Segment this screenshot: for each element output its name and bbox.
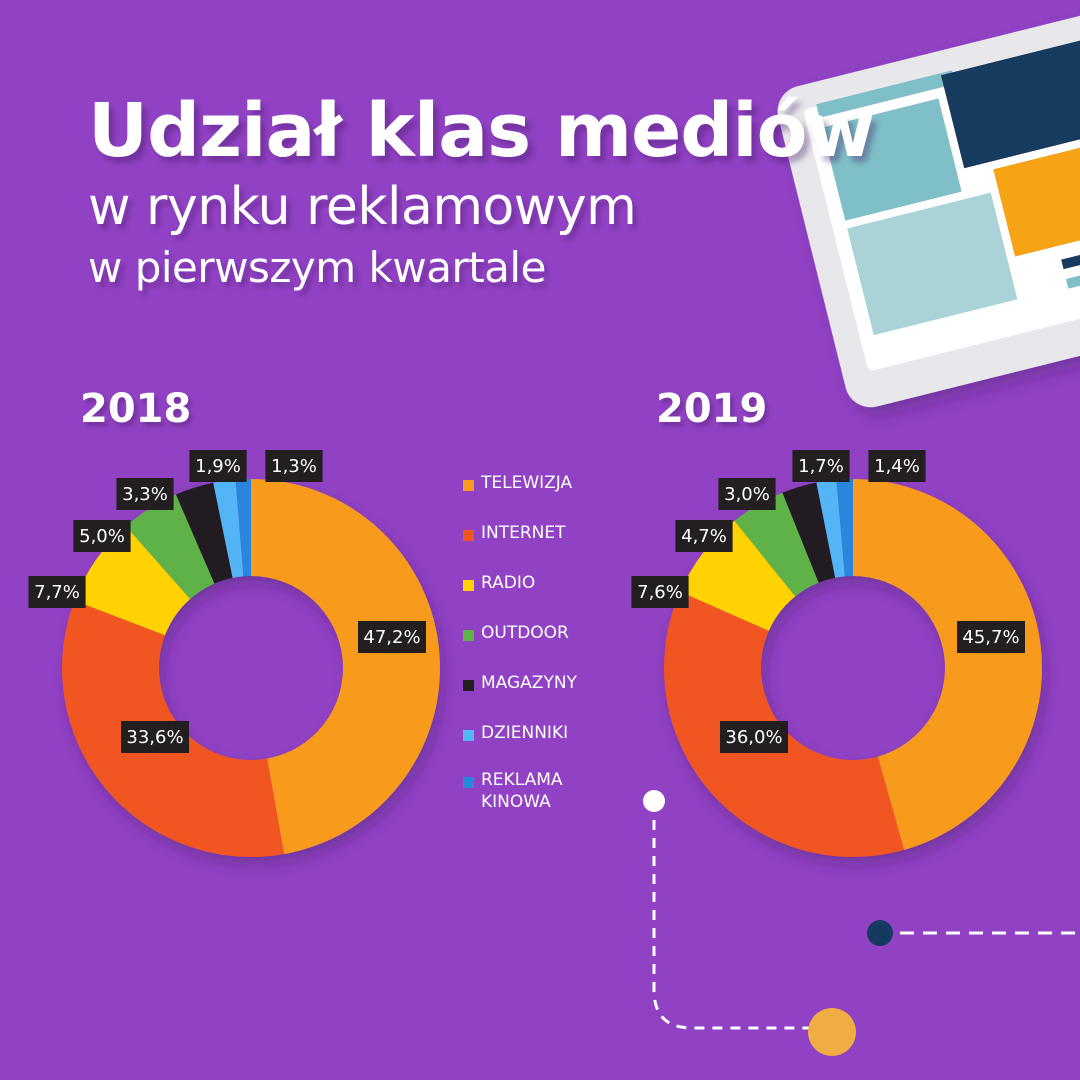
legend-item-dzienniki: DZIENNIKI	[463, 722, 611, 744]
data-label-text: 33,6%	[126, 727, 183, 748]
legend-label: INTERNET	[481, 523, 566, 543]
donut-slice-telewizja	[853, 479, 1042, 850]
chart-subtitle-line2: w pierwszym kwartale	[88, 243, 546, 292]
data-label-box	[957, 621, 1025, 653]
donut-slice-reklama-kinowa	[836, 479, 853, 577]
legend-item-telewizja: TELEWIZJA	[463, 472, 611, 494]
legend-item-magazyny: MAGAZYNY	[463, 672, 611, 694]
data-label-text: 36,0%	[725, 727, 782, 748]
donut-slice-internet	[664, 591, 904, 857]
data-label-box	[792, 450, 850, 482]
legend-swatch	[463, 730, 474, 741]
title-block: Udział klas mediów w rynku reklamowym w …	[88, 88, 875, 296]
data-label: 47,2%	[358, 621, 426, 653]
donut-slice-reklama-kinowa	[235, 479, 251, 577]
data-label-box	[358, 621, 426, 653]
chart-subtitle-line1: w rynku reklamowym	[88, 177, 637, 237]
data-label: 7,6%	[631, 576, 689, 608]
data-label-text: 47,2%	[363, 627, 420, 648]
data-label: 36,0%	[720, 721, 788, 753]
data-label-text: 4,7%	[681, 526, 727, 547]
data-label-box	[189, 450, 247, 482]
data-label-text: 1,3%	[271, 456, 317, 477]
donut-slice-magazyny	[782, 482, 836, 583]
data-label: 3,3%	[116, 478, 174, 510]
data-label-text: 5,0%	[79, 526, 125, 547]
data-label-text: 3,0%	[724, 484, 770, 505]
legend-item-radio: RADIO	[463, 572, 611, 594]
legend-label: OUTDOOR	[481, 623, 569, 643]
donut-slice-dzienniki	[816, 479, 845, 578]
data-label-text: 7,6%	[637, 582, 683, 603]
donut-chart-2019	[664, 479, 1042, 857]
legend-item-internet: INTERNET	[463, 522, 611, 544]
data-label-box	[116, 478, 174, 510]
data-label: 3,0%	[718, 478, 776, 510]
data-label-box	[718, 478, 776, 510]
legend-swatch	[463, 680, 474, 691]
legend-label: TELEWIZJA	[481, 473, 573, 493]
data-label-box	[631, 576, 689, 608]
data-label: 5,0%	[73, 520, 131, 552]
data-label-box	[265, 450, 323, 482]
legend-swatch	[463, 480, 474, 491]
data-label-text: 3,3%	[122, 484, 168, 505]
data-label-box	[28, 576, 86, 608]
legend-swatch	[463, 777, 474, 788]
data-label-box	[720, 721, 788, 753]
data-label-text: 1,7%	[798, 456, 844, 477]
legend-swatch	[463, 630, 474, 641]
chart-title: Udział klas mediów	[88, 88, 875, 174]
year-2018-label: 2018	[80, 386, 192, 432]
data-label-box	[121, 721, 189, 753]
data-label-text: 7,7%	[34, 582, 80, 603]
donut-slice-dzienniki	[213, 479, 244, 578]
data-label-text: 1,4%	[874, 456, 920, 477]
legend-item-reklama-kinowa: REKLAMA KINOWA	[463, 769, 611, 813]
data-label: 1,4%	[868, 450, 926, 482]
legend-item-outdoor: OUTDOOR	[463, 622, 611, 644]
legend-swatch	[463, 530, 474, 541]
data-label: 33,6%	[121, 721, 189, 753]
data-label-box	[868, 450, 926, 482]
data-label: 1,9%	[189, 450, 247, 482]
legend-label: REKLAMA KINOWA	[481, 770, 563, 812]
data-label: 7,7%	[28, 576, 86, 608]
legend-label: RADIO	[481, 573, 536, 593]
legend-swatch	[463, 580, 474, 591]
data-label: 45,7%	[957, 621, 1025, 653]
donut-slice-outdoor	[734, 492, 819, 597]
legend-label: DZIENNIKI	[481, 723, 569, 743]
donut-slice-outdoor	[126, 494, 215, 599]
data-label: 4,7%	[675, 520, 733, 552]
dotted-path	[643, 790, 1080, 1056]
legend-label: MAGAZYNY	[481, 673, 577, 693]
data-label-box	[675, 520, 733, 552]
donut-slice-magazyny	[175, 482, 233, 584]
data-label: 1,7%	[792, 450, 850, 482]
data-label: 1,3%	[265, 450, 323, 482]
monitor-illustration	[777, 0, 1080, 408]
data-label-text: 45,7%	[962, 627, 1019, 648]
data-label-box	[73, 520, 131, 552]
year-2019-label: 2019	[656, 386, 768, 432]
donut-slice-radio	[74, 526, 191, 636]
donut-slice-telewizja	[251, 479, 440, 855]
data-label-text: 1,9%	[195, 456, 241, 477]
